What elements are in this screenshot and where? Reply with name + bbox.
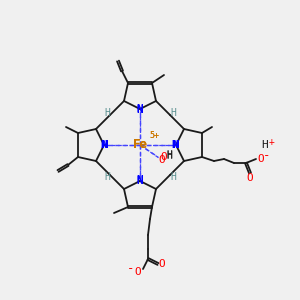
Text: O: O <box>160 152 167 162</box>
Text: H: H <box>104 108 110 118</box>
Text: O: O <box>258 154 264 164</box>
Text: N: N <box>102 140 108 150</box>
Text: Fe: Fe <box>133 139 148 152</box>
Text: N: N <box>136 176 143 186</box>
Text: H: H <box>170 172 176 182</box>
Text: -: - <box>263 149 271 163</box>
Text: H: H <box>104 172 110 182</box>
Text: N: N <box>172 140 179 150</box>
Text: 5+: 5+ <box>149 130 159 140</box>
Text: -: - <box>127 262 135 275</box>
Text: O: O <box>159 155 165 165</box>
Text: +: + <box>269 137 275 147</box>
Text: Fe: Fe <box>133 139 148 152</box>
Text: N: N <box>172 140 178 150</box>
Text: N: N <box>136 175 143 185</box>
Text: H: H <box>170 108 176 118</box>
Text: O: O <box>135 267 141 277</box>
Text: H: H <box>166 151 172 161</box>
Text: H: H <box>166 150 172 160</box>
Text: N: N <box>100 140 107 150</box>
Text: N: N <box>136 104 143 114</box>
Text: H: H <box>262 140 268 150</box>
Text: O: O <box>159 259 165 269</box>
Text: O: O <box>247 173 254 183</box>
Text: 5+: 5+ <box>149 130 159 140</box>
Text: N: N <box>136 105 143 115</box>
